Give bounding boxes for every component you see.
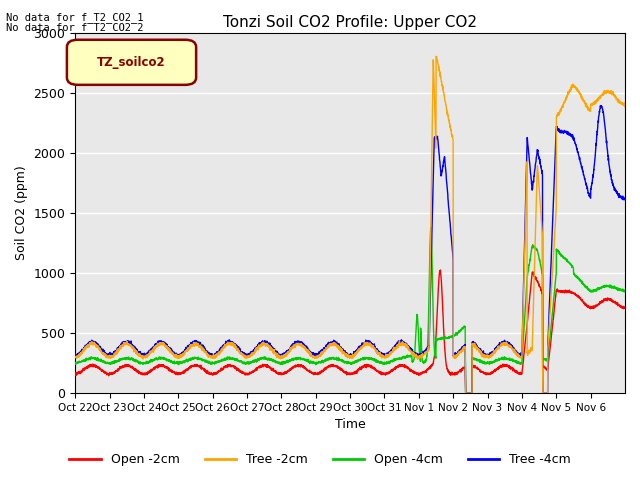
X-axis label: Time: Time: [335, 419, 365, 432]
Text: TZ_soilco2: TZ_soilco2: [97, 56, 166, 69]
Text: No data for f_T2_CO2_1: No data for f_T2_CO2_1: [6, 12, 144, 23]
FancyBboxPatch shape: [67, 40, 196, 85]
Y-axis label: Soil CO2 (ppm): Soil CO2 (ppm): [15, 166, 28, 260]
Legend: Open -2cm, Tree -2cm, Open -4cm, Tree -4cm: Open -2cm, Tree -2cm, Open -4cm, Tree -4…: [65, 448, 575, 471]
Title: Tonzi Soil CO2 Profile: Upper CO2: Tonzi Soil CO2 Profile: Upper CO2: [223, 15, 477, 30]
Text: No data for f_T2_CO2_2: No data for f_T2_CO2_2: [6, 22, 144, 33]
